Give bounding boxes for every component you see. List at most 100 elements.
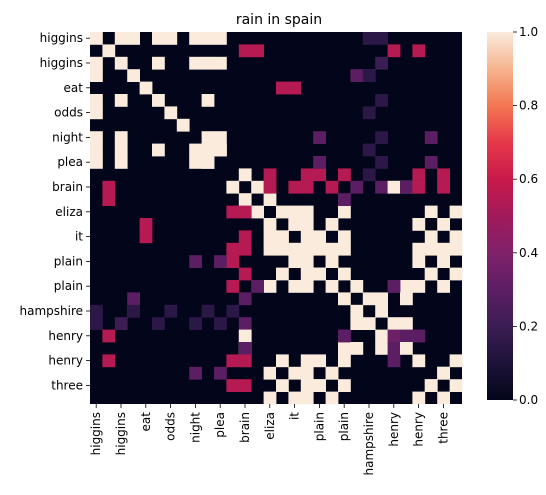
y-tick-label: eat [64,81,84,95]
heatmap-cell [288,366,302,380]
heatmap-cell [375,94,388,107]
heatmap-cell [90,317,103,330]
heatmap-cell [226,242,240,256]
heatmap-cell [189,32,202,45]
heatmap-cell [288,391,302,405]
heatmap-cell [102,180,116,194]
heatmap-cell [201,94,215,107]
y-tick-label: higgins [40,31,83,45]
heatmap-cell [238,168,252,182]
heatmap-cell [288,81,302,95]
y-tick-label: it [75,230,83,244]
heatmap-cell [400,317,413,330]
colorbar-tick-label: 0.4 [519,246,538,260]
heatmap-cell [114,32,128,45]
y-tick-label: night [52,130,83,144]
heatmap-cell [251,180,264,194]
chart-title: rain in spain [236,12,322,28]
heatmap-cell [152,317,165,330]
heatmap-cell [375,329,388,343]
heatmap-cell [189,156,202,169]
heatmap-cell [400,342,413,355]
heatmap-cell [276,81,289,95]
heatmap-cell [214,32,227,45]
heatmap-cell [139,218,153,231]
heatmap-cell [263,366,277,380]
heatmap-cell [263,242,277,256]
y-tick-label: henry [48,329,83,343]
heatmap-cell [375,56,388,70]
heatmap-cell [325,218,339,231]
heatmap-cell [437,180,450,194]
heatmap-cell [214,56,227,70]
heatmap-cell [449,205,463,219]
heatmap-cell [300,280,314,293]
heatmap-cells [90,32,463,405]
heatmap-cell [263,218,277,231]
heatmap-cell [449,230,463,244]
y-tick-label: plea [57,155,83,169]
heatmap-cell [338,193,351,206]
heatmap-cell [127,304,140,318]
heatmap-cell [325,242,339,256]
heatmap-cell [412,218,426,231]
heatmap-cell [201,131,215,144]
heatmap-cell [338,267,351,281]
heatmap-cell [375,131,388,144]
heatmap-cell [90,156,103,169]
heatmap-cell [114,131,128,144]
heatmap-cell [214,317,227,330]
heatmap-cell [238,317,252,330]
heatmap-cell [152,32,165,45]
heatmap-cell [226,180,240,194]
heatmap-cell [288,280,302,293]
heatmap-cell [375,304,388,318]
heatmap-cell [164,304,178,318]
heatmap-cell [412,354,426,368]
heatmap-cell [288,255,302,268]
heatmap-cell [325,366,339,380]
heatmap-cell [90,106,103,120]
heatmap-cell [189,143,202,157]
heatmap-cell [300,218,314,231]
heatmap-cell [437,366,450,380]
heatmap-cell [238,193,252,206]
heatmap-cell [387,342,401,355]
heatmap-cell [313,230,326,244]
heatmap-cell [288,242,302,256]
heatmap-cell [424,156,438,169]
heatmap-cell [201,156,215,169]
heatmap-cell [251,280,264,293]
heatmap-cell [313,242,326,256]
heatmap-cell [338,292,351,306]
x-tick-label: plea [213,412,227,438]
heatmap-cell [412,280,426,293]
heatmap-cell [90,304,103,318]
heatmap-cell [276,379,289,392]
heatmap-cell [338,205,351,219]
heatmap-cell [362,317,376,330]
heatmap-cell [238,205,252,219]
heatmap-cell [300,168,314,182]
heatmap-cell [437,242,450,256]
x-tick-label: it [288,412,302,420]
heatmap-cell [226,354,240,368]
heatmap-cell [102,354,116,368]
heatmap-cell [226,205,240,219]
y-tick-label: eliza [55,205,83,219]
colorbar-gradient [487,32,513,400]
x-tick-label: plain [312,412,326,441]
heatmap-cell [214,131,227,144]
heatmap-cell [449,379,463,392]
heatmap-cell [90,143,103,157]
heatmap-cell [263,391,277,405]
heatmap-cell [164,32,178,45]
heatmap-cell [338,354,351,368]
heatmap-cell [412,329,426,343]
heatmap-cell [424,218,438,231]
heatmap-cell [338,342,351,355]
heatmap-cell [102,193,116,206]
heatmap-cell [325,280,339,293]
heatmap-cell [350,317,364,330]
